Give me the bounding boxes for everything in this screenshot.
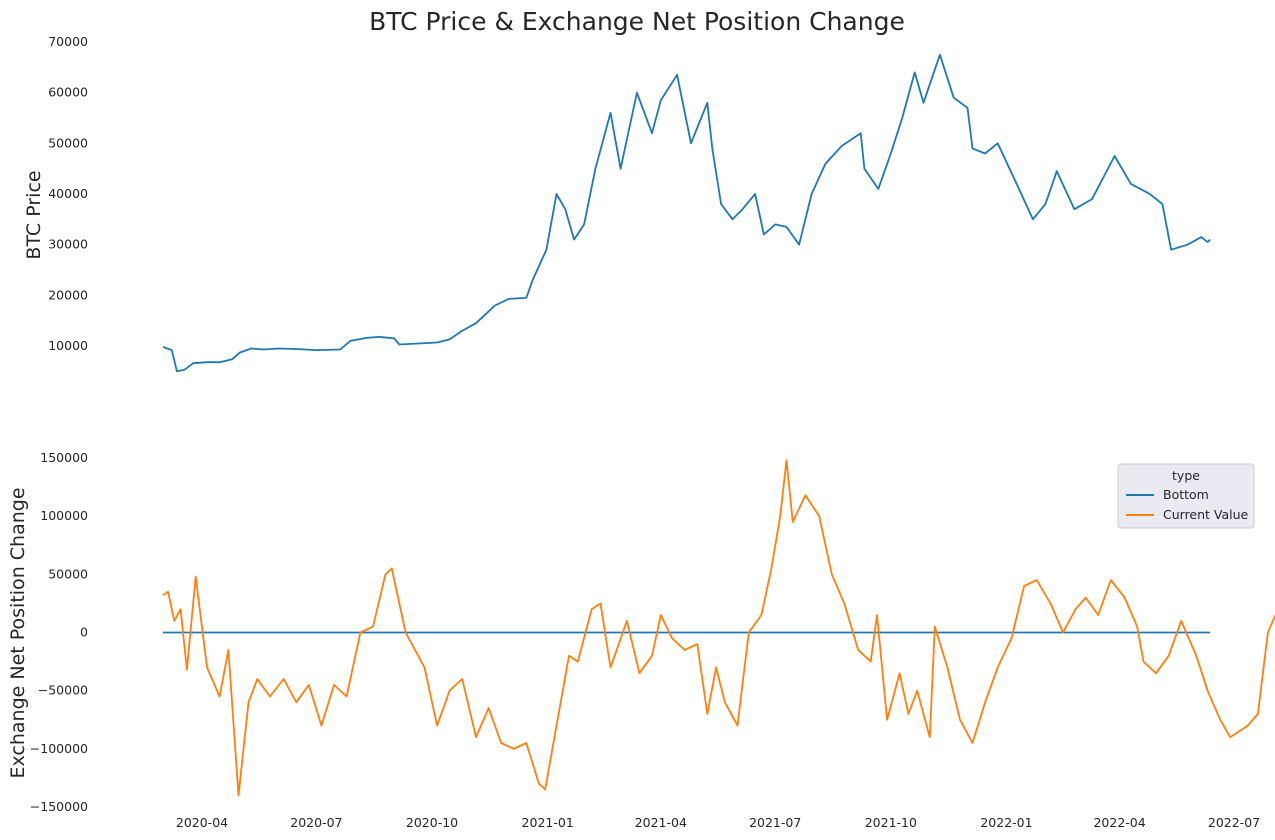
bottom-panel: Exchange Net Position Change 150000 10000… — [7, 450, 1275, 814]
bottom-y-tick-label: 0 — [80, 625, 88, 640]
bottom-y-axis-label: Exchange Net Position Change — [7, 487, 29, 778]
current-value-line — [162, 459, 1275, 797]
x-axis-ticks: 2020-04 2020-07 2020-10 2021-01 2021-04 2021-… — [176, 815, 1260, 830]
bottom-y-tick-label: −100000 — [30, 741, 88, 756]
legend-box — [1117, 463, 1255, 529]
x-tick-label: 2021-01 — [522, 815, 574, 830]
x-tick-label: 2020-07 — [290, 815, 342, 830]
top-series — [162, 53, 1211, 373]
top-y-tick-label: 20000 — [48, 287, 88, 302]
x-tick-label: 2022-01 — [980, 815, 1032, 830]
top-y-ticks: 10000 20000 30000 40000 50000 60000 70000 — [48, 34, 88, 353]
legend: type Bottom Current Value — [1117, 463, 1255, 529]
x-tick-label: 2022-07 — [1208, 815, 1260, 830]
legend-label-current-value: Current Value — [1163, 507, 1249, 522]
bottom-y-tick-label: 50000 — [48, 566, 88, 581]
top-y-tick-label: 40000 — [48, 186, 88, 201]
top-y-tick-label: 50000 — [48, 135, 88, 150]
x-tick-label: 2021-04 — [635, 815, 687, 830]
bottom-series — [162, 459, 1275, 797]
bottom-y-tick-label: −50000 — [38, 683, 88, 698]
top-y-tick-label: 60000 — [48, 85, 88, 100]
top-panel: BTC Price 10000 20000 30000 40000 50000 60000… — [23, 34, 1211, 373]
bottom-y-ticks: 150000 100000 50000 0 −50000 −100000 −150000 — [30, 450, 88, 814]
top-y-tick-label: 70000 — [48, 34, 88, 49]
x-tick-label: 2021-07 — [749, 815, 801, 830]
x-tick-label: 2022-04 — [1093, 815, 1145, 830]
top-y-axis-label: BTC Price — [23, 170, 45, 259]
btc-price-line — [162, 53, 1211, 373]
top-y-tick-label: 10000 — [48, 338, 88, 353]
bottom-y-tick-label: 150000 — [40, 450, 88, 465]
chart-title: BTC Price & Exchange Net Position Change — [369, 7, 905, 36]
x-tick-label: 2021-10 — [865, 815, 917, 830]
top-y-tick-label: 30000 — [48, 237, 88, 252]
bottom-y-tick-label: −150000 — [30, 799, 88, 814]
legend-title: type — [1172, 468, 1200, 483]
legend-label-bottom: Bottom — [1163, 487, 1209, 502]
bottom-y-tick-label: 100000 — [40, 508, 88, 523]
x-tick-label: 2020-10 — [406, 815, 458, 830]
x-tick-label: 2020-04 — [176, 815, 228, 830]
